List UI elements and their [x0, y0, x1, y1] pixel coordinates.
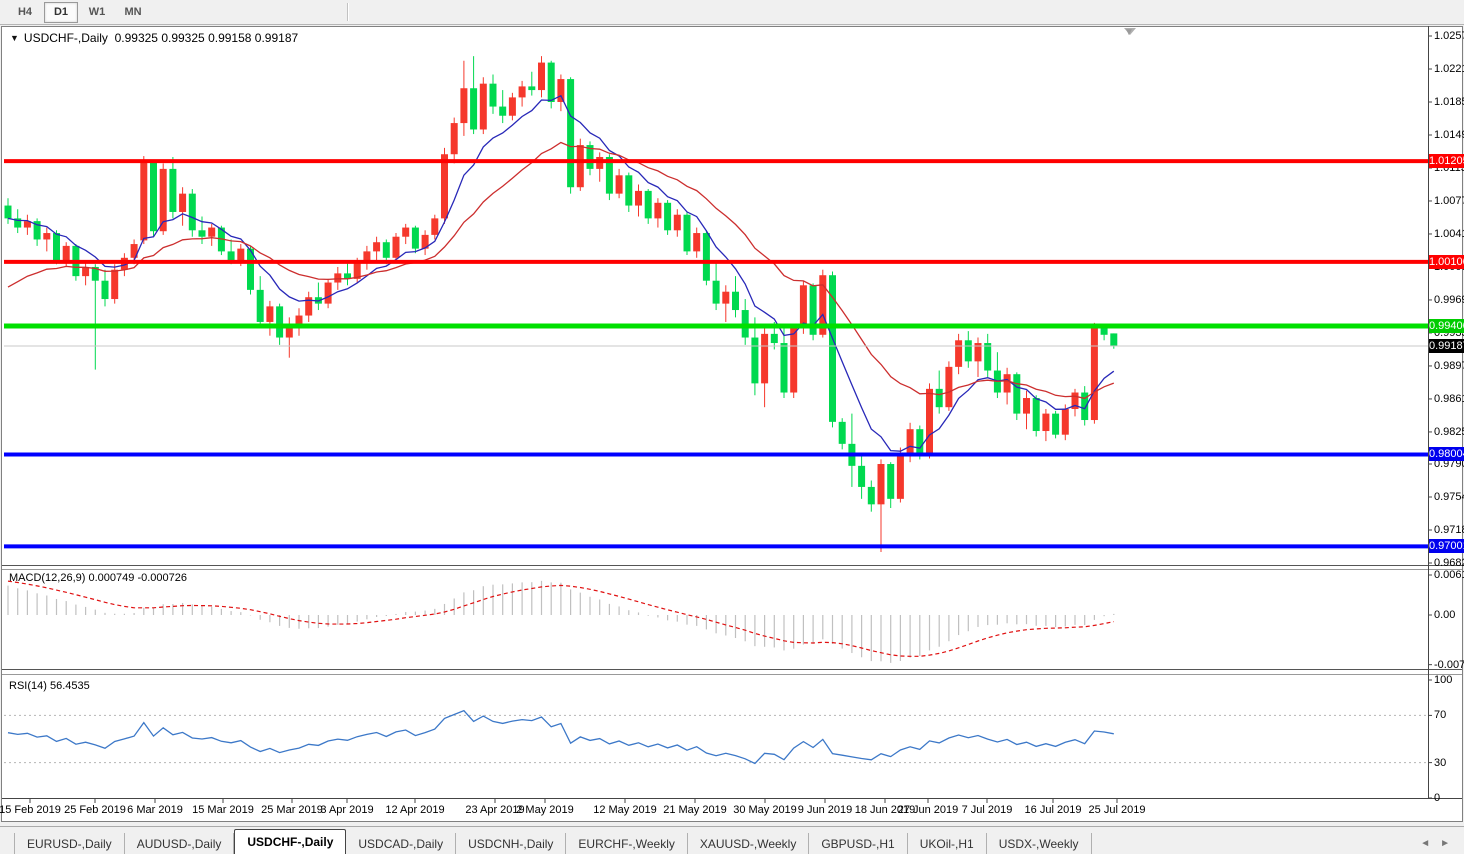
- level-price-badge: 0.97001: [1429, 539, 1464, 554]
- symbol-tab-usdcnh[interactable]: USDCNH-,Daily: [456, 833, 567, 854]
- date-axis-label: 6 Mar 2019: [127, 804, 183, 816]
- rsi-axis-tick: 70: [1434, 709, 1447, 722]
- price-axis-tick: 0.98970: [1434, 359, 1464, 372]
- price-axis-tick: 1.00410: [1434, 227, 1464, 240]
- timeframe-button-d1[interactable]: D1: [44, 1, 78, 23]
- date-axis-label: 25 Jul 2019: [1088, 804, 1146, 816]
- price-axis-tick: 1.02210: [1434, 62, 1464, 75]
- rsi-axis-tick: 0: [1434, 792, 1441, 804]
- price-axis-tick: 1.01490: [1434, 128, 1464, 141]
- symbol-tab-audusd[interactable]: AUDUSD-,Daily: [125, 833, 235, 854]
- date-axis-label: 16 Jul 2019: [1024, 804, 1082, 816]
- date-axis-label: 27 Jun 2019: [897, 804, 959, 816]
- rsi-value: 56.4535: [49, 680, 90, 692]
- date-axis-label: 9 Jun 2019: [797, 804, 853, 816]
- rsi-axis-tick: 100: [1434, 674, 1453, 686]
- date-axis-label: 15 Mar 2019: [192, 804, 254, 816]
- date-axis-label: 25 Feb 2019: [64, 804, 126, 816]
- macd-axis-tick: -0.007612: [1434, 658, 1464, 671]
- date-axis-label: 2 May 2019: [516, 804, 574, 816]
- chart-dropdown-icon[interactable]: ▼: [10, 33, 19, 43]
- ohlc-high: 0.99325: [161, 31, 205, 45]
- symbol-tab-gbpusd[interactable]: GBPUSD-,H1: [809, 833, 908, 854]
- level-price-badge: 1.00106: [1429, 254, 1464, 269]
- timeframe-button-w1[interactable]: W1: [88, 6, 106, 18]
- rsi-label: RSI(14) 56.4535: [9, 680, 90, 692]
- tab-scroll-left-icon[interactable]: ◄: [1420, 838, 1431, 849]
- rsi-axis-tick: 30: [1434, 756, 1447, 769]
- price-axis-tick: 0.97180: [1434, 524, 1464, 536]
- timeframe-toolbar: H4 D1 W1 MN: [0, 0, 1464, 25]
- symbol-tab-xauusd[interactable]: XAUUSD-,Weekly: [688, 833, 810, 854]
- macd-axis-tick: 0.00: [1434, 609, 1456, 621]
- date-axis-label: 23 Apr 2019: [465, 804, 525, 816]
- price-axis-tick: 0.99690: [1434, 293, 1464, 306]
- price-axis-tick: 0.97540: [1434, 491, 1464, 503]
- date-axis-label: 12 Apr 2019: [385, 804, 445, 816]
- date-axis-label: 18 Jun 2019: [854, 804, 916, 816]
- macd-axis-tick: 0.00613: [1434, 569, 1464, 581]
- symbol-tab-ukoil[interactable]: UKOil-,H1: [908, 833, 987, 854]
- symbol-tab-usdcad[interactable]: USDCAD-,Daily: [346, 833, 457, 854]
- symbol-tab-eurchf[interactable]: EURCHF-,Weekly: [566, 833, 688, 854]
- symbol-tab-usdx[interactable]: USDX-,Weekly: [987, 833, 1092, 854]
- date-axis-label: 30 May 2019: [733, 804, 797, 816]
- price-axis-tick: 1.00770: [1434, 194, 1464, 207]
- symbol-tab-eurusd[interactable]: EURUSD-,Daily: [14, 833, 125, 854]
- date-axis-label: 3 Apr 2019: [320, 804, 374, 816]
- timeframe-button-mn[interactable]: MN: [124, 6, 142, 18]
- macd-signal-value: -0.000726: [137, 572, 187, 584]
- price-axis-tick: 0.96820: [1434, 557, 1464, 569]
- ohlc-low: 0.99158: [208, 31, 252, 45]
- chart-symbol-label: USDCHF-,Daily: [23, 31, 108, 45]
- timeframe-button-h4[interactable]: H4: [17, 6, 33, 18]
- ohlc-close: 0.99187: [254, 31, 299, 45]
- symbol-tabbar: EURUSD-,Daily AUDUSD-,Daily USDCHF-,Daily U…: [0, 826, 1464, 854]
- price-axis-tick: 0.98610: [1434, 392, 1464, 405]
- level-price-badge: 1.01205: [1429, 154, 1464, 169]
- date-axis-label: 7 Jul 2019: [961, 804, 1013, 816]
- date-axis-label: 12 May 2019: [593, 804, 657, 816]
- level-price-badge: 0.98004: [1429, 447, 1464, 462]
- current-price-badge: 0.99187: [1429, 339, 1464, 354]
- price-axis-tick: 1.01850: [1434, 95, 1464, 108]
- date-axis-label: 25 Mar 2019: [261, 804, 323, 816]
- date-axis-label: 15 Feb 2019: [0, 804, 61, 816]
- macd-main-value: 0.000749: [88, 572, 135, 584]
- chart-shift-marker-icon[interactable]: ▼: [1124, 27, 1134, 38]
- ohlc-open: 0.99325: [114, 31, 158, 45]
- macd-label: MACD(12,26,9) 0.000749 -0.000726: [9, 572, 187, 584]
- price-axis-tick: 1.02570: [1434, 30, 1464, 42]
- toolbar-separator: [347, 3, 349, 21]
- tab-scroll-right-icon[interactable]: ►: [1440, 838, 1450, 849]
- symbol-tab-usdchf[interactable]: USDCHF-,Daily: [234, 829, 347, 854]
- chart-header: ▼ USDCHF-,Daily 0.99325 0.99325 0.99158 0…: [10, 31, 298, 45]
- price-axis-tick: 0.98250: [1434, 425, 1464, 438]
- date-axis-label: 21 May 2019: [663, 804, 727, 816]
- level-price-badge: 0.99406: [1429, 318, 1464, 333]
